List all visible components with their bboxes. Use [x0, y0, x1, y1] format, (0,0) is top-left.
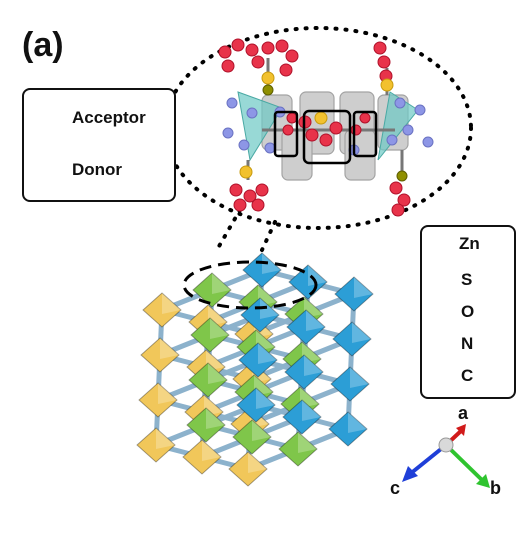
lattice-node-octahedron [182, 439, 222, 475]
lattice-node-octahedron [284, 354, 324, 390]
lattice-node-octahedron [142, 292, 182, 328]
lattice-node-octahedron [190, 317, 230, 353]
lattice-node-octahedron [242, 252, 282, 288]
legend-label-zn: Zn [459, 234, 480, 253]
axis-label-b: b [490, 478, 501, 498]
legend-label-c: C [461, 366, 474, 385]
lattice-framework [136, 252, 374, 487]
legend-label-donor: Donor [72, 160, 123, 179]
legend-label-s: S [461, 270, 473, 289]
zoom-connector-right [260, 220, 277, 252]
lattice-node-octahedron [288, 264, 328, 300]
lattice-node-octahedron [278, 431, 318, 467]
donor-highlight-box-left [273, 110, 299, 158]
lattice-node-octahedron [186, 407, 226, 443]
lattice-node-octahedron [232, 419, 272, 455]
lattice-node-octahedron [282, 399, 322, 435]
lattice-node-octahedron [286, 309, 326, 345]
crystal-axes [402, 424, 490, 488]
zoom-connector-left [216, 208, 242, 250]
legend-left-box [22, 88, 176, 202]
panel-label: (a) [22, 26, 64, 64]
highlight-dashed-ellipse [182, 260, 318, 310]
acceptor-highlight-box [302, 109, 352, 165]
lattice-node-octahedron [328, 411, 368, 447]
lattice-node-octahedron [240, 297, 280, 333]
legend-label-o: O [461, 302, 475, 321]
lattice-node-octahedron [238, 342, 278, 378]
lattice-node-octahedron [188, 362, 228, 398]
axis-label-c: c [390, 478, 401, 498]
axis-label-a: a [458, 403, 469, 423]
lattice-node-octahedron [140, 337, 180, 373]
lattice-node-octahedron [236, 387, 276, 423]
lattice-node-octahedron [136, 427, 176, 463]
lattice-node-octahedron [330, 366, 370, 402]
donor-highlight-box-right [352, 110, 378, 158]
legend-right-box [420, 225, 516, 399]
lattice-node-octahedron [228, 451, 268, 487]
legend-label-n: N [461, 334, 474, 353]
lattice-node-octahedron [192, 272, 232, 308]
legend-label-acceptor: Acceptor [72, 108, 146, 127]
zoomed-structure [218, 38, 434, 217]
lattice-node-octahedron [334, 276, 374, 312]
lattice-node-octahedron [332, 321, 372, 357]
lattice-node-octahedron [138, 382, 178, 418]
